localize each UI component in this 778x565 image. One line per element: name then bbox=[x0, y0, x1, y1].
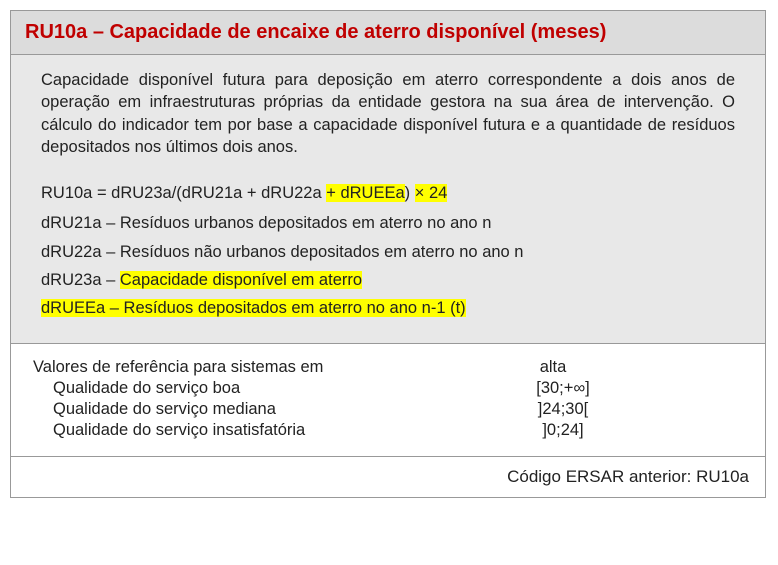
reference-value: ]0;24] bbox=[513, 421, 613, 440]
def3-pre: dRU23a – bbox=[41, 271, 120, 289]
reference-label: Qualidade do serviço boa bbox=[33, 379, 513, 398]
reference-row: Qualidade do serviço mediana ]24;30[ bbox=[33, 400, 743, 419]
reference-label: Qualidade do serviço insatisfatória bbox=[33, 421, 513, 440]
reference-label: Qualidade do serviço mediana bbox=[33, 400, 513, 419]
definition-dRU23a: dRU23a – Capacidade disponível em aterro bbox=[41, 269, 735, 291]
formula-highlight-1: + dRUEEa bbox=[326, 184, 404, 202]
reference-value: [30;+∞] bbox=[513, 379, 613, 398]
reference-header-row: Valores de referência para sistemas em a… bbox=[33, 358, 743, 377]
definition-dRU22a: dRU22a – Resíduos não urbanos depositado… bbox=[41, 241, 735, 263]
definition-dRUEEa: dRUEEa – Resíduos depositados em aterro … bbox=[41, 297, 735, 319]
reference-row: Qualidade do serviço boa [30;+∞] bbox=[33, 379, 743, 398]
formula-pre: RU10a = dRU23a/(dRU21a + dRU22a bbox=[41, 184, 326, 202]
def3-highlight: Capacidade disponível em aterro bbox=[120, 271, 362, 289]
card-body: Capacidade disponível futura para deposi… bbox=[11, 55, 765, 343]
reference-column-label: alta bbox=[513, 358, 593, 377]
reference-heading: Valores de referência para sistemas em bbox=[33, 358, 513, 377]
reference-value: ]24;30[ bbox=[513, 400, 613, 419]
card-footer: Código ERSAR anterior: RU10a bbox=[11, 456, 765, 497]
reference-row: Qualidade do serviço insatisfatória ]0;2… bbox=[33, 421, 743, 440]
def4-highlight: dRUEEa – Resíduos depositados em aterro … bbox=[41, 299, 466, 317]
formula-post1: ) bbox=[405, 184, 415, 202]
card-title: RU10a – Capacidade de encaixe de aterro … bbox=[25, 21, 606, 43]
previous-code-text: Código ERSAR anterior: RU10a bbox=[507, 467, 749, 486]
formula-line: RU10a = dRU23a/(dRU21a + dRU22a + dRUEEa… bbox=[41, 182, 735, 204]
description-text: Capacidade disponível futura para deposi… bbox=[41, 69, 735, 158]
card-header: RU10a – Capacidade de encaixe de aterro … bbox=[11, 11, 765, 55]
indicator-card: RU10a – Capacidade de encaixe de aterro … bbox=[10, 10, 766, 498]
reference-section: Valores de referência para sistemas em a… bbox=[11, 343, 765, 456]
formula-highlight-2: × 24 bbox=[415, 184, 448, 202]
definition-dRU21a: dRU21a – Resíduos urbanos depositados em… bbox=[41, 212, 735, 234]
